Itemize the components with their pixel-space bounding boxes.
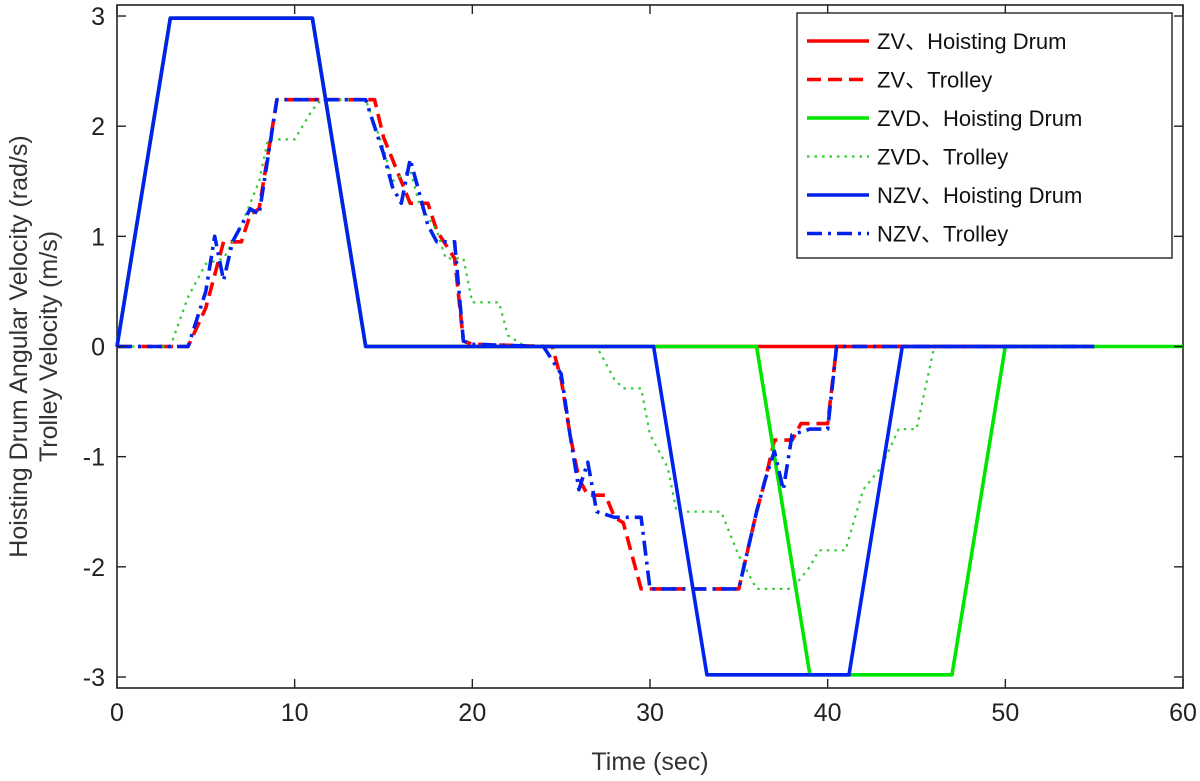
legend-label: NZV、Hoisting Drum	[877, 183, 1082, 208]
x-tick-label: 10	[281, 699, 309, 727]
x-tick-label: 30	[636, 699, 664, 727]
y-tick-label: -3	[83, 664, 105, 692]
x-axis-label: Time (sec)	[591, 748, 708, 776]
series-layer	[115, 16, 1183, 677]
x-tick-label: 60	[1169, 699, 1197, 727]
y-tick-label: 1	[91, 223, 105, 251]
y-tick-label: 0	[91, 334, 105, 362]
legend-label: ZVD、Hoisting Drum	[877, 106, 1082, 131]
series-line-4	[115, 16, 1095, 677]
y-axis-label-secondary: Trolley Velocity (m/s)	[35, 231, 63, 462]
legend-label: ZV、Hoisting Drum	[877, 29, 1066, 54]
legend-box	[796, 12, 1173, 259]
y-tick-label: 2	[91, 113, 105, 141]
y-tick-label: 3	[91, 3, 105, 31]
legend-item: NZV、Trolley	[807, 222, 1008, 247]
legend-items: ZV、Hoisting Drum ZV、Trolley ZVD、Hoisting D…	[807, 29, 1082, 247]
legend-label: ZVD、Trolley	[877, 145, 1008, 170]
y-tick-label: -2	[83, 554, 105, 582]
x-tick-label: 40	[814, 699, 842, 727]
legend-item: ZVD、Trolley	[807, 145, 1008, 170]
legend-label: NZV、Trolley	[877, 222, 1008, 247]
x-tick-label: 20	[458, 699, 486, 727]
y-tick-label: -1	[83, 444, 105, 472]
legend-item: ZV、Trolley	[807, 68, 992, 93]
legend: ZV、Hoisting Drum ZV、Trolley ZVD、Hoisting D…	[796, 12, 1173, 259]
x-tick-label: 0	[110, 699, 124, 727]
y-axis-label-primary: Hoisting Drum Angular Velocity (rad/s)	[5, 135, 33, 557]
legend-item: NZV、Hoisting Drum	[807, 183, 1082, 208]
x-tick-label: 50	[991, 699, 1019, 727]
legend-label: ZV、Trolley	[877, 68, 992, 93]
legend-item: ZV、Hoisting Drum	[807, 29, 1066, 54]
series-line-3	[117, 98, 1095, 591]
legend-item: ZVD、Hoisting Drum	[807, 106, 1082, 131]
